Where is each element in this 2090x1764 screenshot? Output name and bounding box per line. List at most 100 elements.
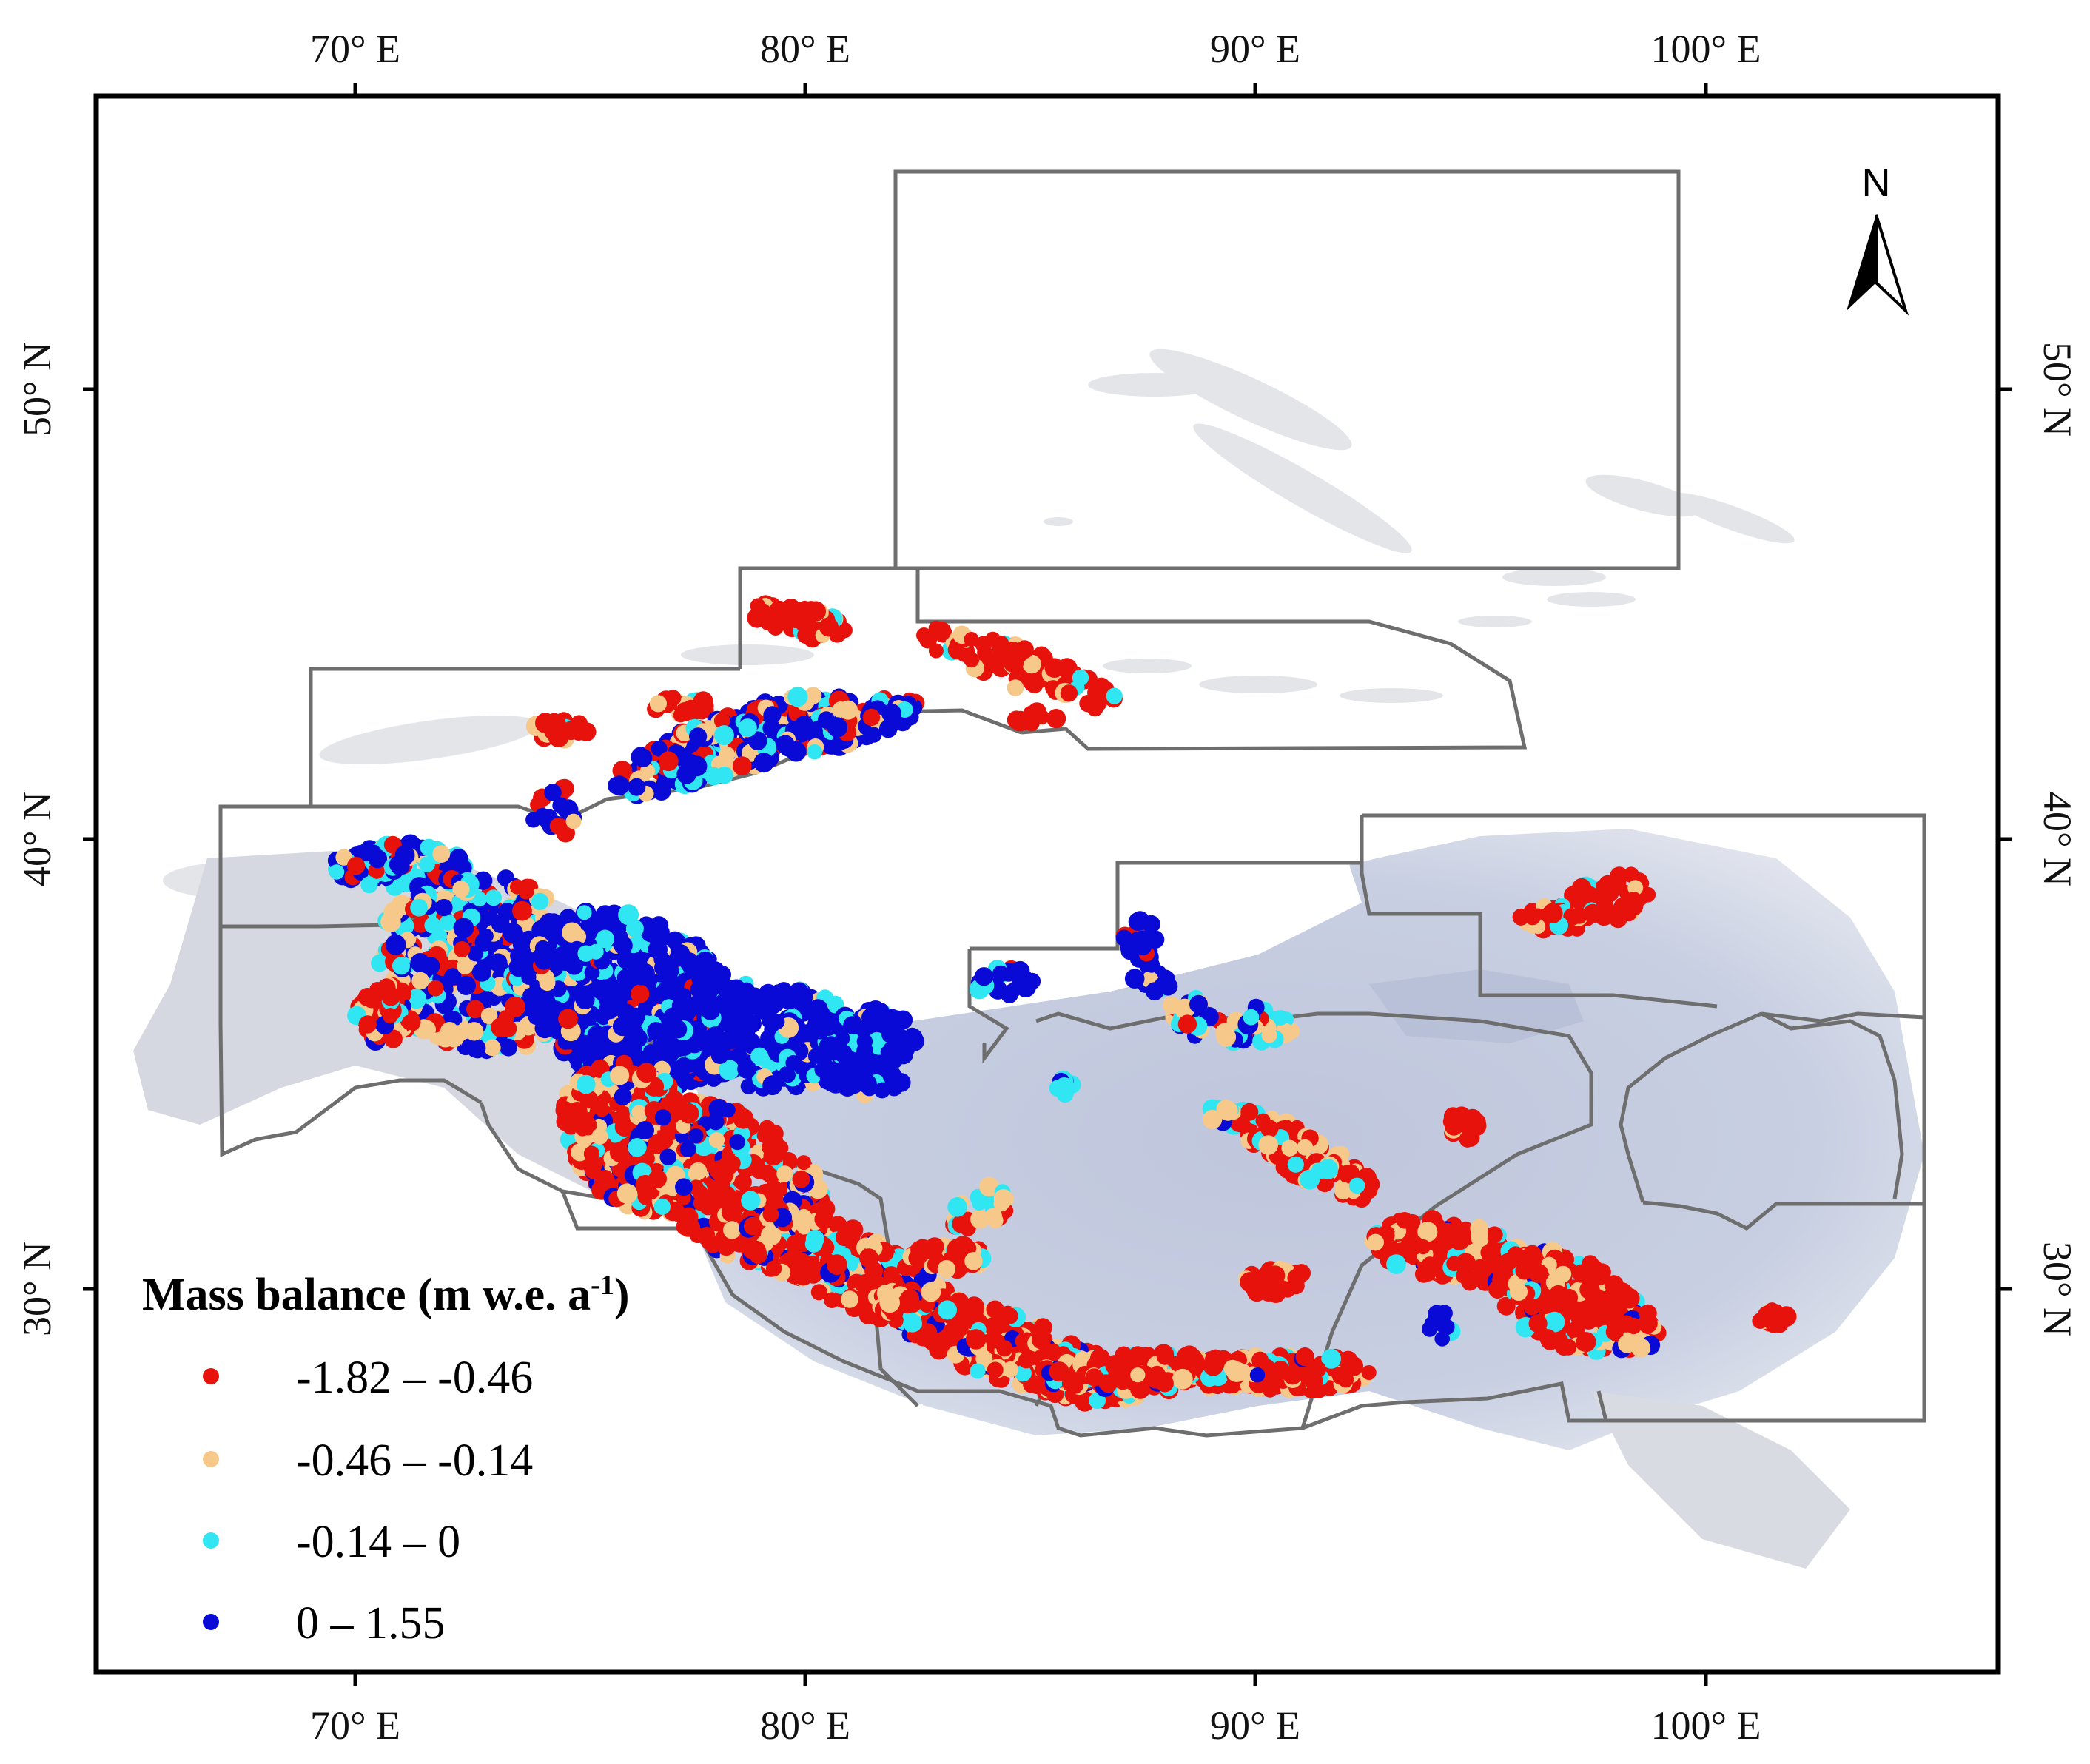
glacier-point xyxy=(1189,994,1208,1014)
glacier-point xyxy=(984,1208,1003,1225)
glacier-point xyxy=(1066,1376,1083,1394)
legend-swatch-3 xyxy=(203,1532,219,1549)
glacier-point xyxy=(595,905,616,926)
glacier-point xyxy=(696,955,717,976)
glacier-point xyxy=(421,957,440,975)
glacier-point xyxy=(733,1108,754,1129)
glacier-point xyxy=(585,1162,601,1179)
glacier-point xyxy=(723,1221,742,1239)
glacier-point xyxy=(1216,1027,1237,1047)
glacier-point xyxy=(843,1016,861,1034)
glacier-point xyxy=(555,1101,574,1120)
legend-label-2: -0.46 – -0.14 xyxy=(296,1435,533,1486)
glacier-point xyxy=(544,784,562,801)
glacier-point xyxy=(993,1189,1013,1208)
glacier-point xyxy=(1072,669,1089,687)
glacier-point xyxy=(742,1240,762,1259)
glacier-point xyxy=(709,1160,730,1181)
glacier-point xyxy=(612,1017,633,1037)
glacier-point xyxy=(839,1073,856,1090)
glacier-point xyxy=(1765,1304,1786,1324)
glacier-point xyxy=(628,1138,647,1157)
glacier-point xyxy=(596,929,614,949)
glacier-point xyxy=(535,713,556,733)
glacier-point xyxy=(678,1102,699,1124)
glacier-point xyxy=(444,968,462,986)
glacier-point xyxy=(741,1191,761,1211)
glacier-point xyxy=(729,1134,745,1151)
glacier-point xyxy=(556,952,575,972)
glacier-point xyxy=(1496,1259,1513,1274)
glacier-point xyxy=(797,626,815,644)
glacier-point xyxy=(1617,1315,1636,1333)
glacier-point xyxy=(329,864,345,880)
glacier-point xyxy=(1638,1313,1658,1333)
glacier-point xyxy=(654,1130,674,1149)
glacier-point xyxy=(974,967,994,986)
glacier-point xyxy=(658,751,679,772)
north-arrow-left-half xyxy=(1847,215,1876,311)
glacier-point xyxy=(708,1191,724,1207)
glacier-point xyxy=(1522,1245,1542,1265)
glacier-point xyxy=(464,1022,484,1041)
glacier-point xyxy=(1422,1257,1443,1277)
glacier-point xyxy=(1156,1347,1174,1365)
glacier-point xyxy=(616,1003,636,1022)
glacier-point xyxy=(992,965,1009,983)
glacier-point xyxy=(668,1095,684,1111)
glacier-point xyxy=(558,1009,578,1029)
glacier-point xyxy=(531,892,549,911)
glacier-point xyxy=(977,644,993,661)
glacier-point xyxy=(880,1042,901,1063)
north-arrow-label: N xyxy=(1862,161,1891,205)
glacier-point xyxy=(1304,1372,1323,1390)
glacier-point xyxy=(879,1292,900,1313)
glacier-point xyxy=(594,1102,610,1117)
glacier-point xyxy=(539,974,556,992)
glacier-point xyxy=(1240,1102,1259,1121)
glacier-point xyxy=(737,1060,756,1079)
glacier-point xyxy=(579,1090,598,1109)
glacier-point xyxy=(631,1105,647,1120)
glacier-point xyxy=(360,876,378,894)
glacier-point xyxy=(1434,1313,1451,1329)
glacier-point xyxy=(690,981,708,999)
glacier-point xyxy=(1528,1314,1548,1333)
glacier-point xyxy=(488,953,508,972)
glacier-point xyxy=(810,1284,827,1301)
glacier-point xyxy=(839,1225,856,1242)
legend-swatch-1 xyxy=(203,1368,219,1384)
glacier-point xyxy=(921,1282,941,1302)
glacier-point xyxy=(748,731,767,750)
glacier-point xyxy=(1585,1272,1601,1288)
glacier-point xyxy=(1361,1365,1377,1380)
glacier-point xyxy=(1560,1289,1579,1307)
northern-mountain-relief xyxy=(163,349,1795,900)
glacier-point xyxy=(708,1099,729,1119)
glacier-point xyxy=(1128,912,1147,931)
glacier-point xyxy=(807,744,822,760)
glacier-point xyxy=(763,1145,784,1166)
glacier-point xyxy=(787,687,808,707)
glacier-point xyxy=(1609,910,1627,929)
glacier-point xyxy=(1245,1278,1265,1298)
glacier-point xyxy=(651,740,668,757)
glacier-point xyxy=(1156,1374,1174,1393)
glacier-point xyxy=(1179,1345,1200,1366)
glacier-point xyxy=(1603,883,1619,900)
glacier-point xyxy=(648,1169,667,1188)
glacier-point xyxy=(1509,1282,1528,1301)
glacier-point xyxy=(1470,1219,1488,1238)
glacier-point xyxy=(964,1252,983,1270)
glacier-point xyxy=(1287,1156,1304,1173)
glacier-point xyxy=(424,917,441,934)
glacier-point xyxy=(500,1038,517,1057)
glacier-point xyxy=(616,952,635,969)
glacier-point xyxy=(738,718,757,738)
glacier-point xyxy=(785,741,807,762)
glacier-point xyxy=(858,1056,874,1071)
glacier-point xyxy=(1154,977,1172,994)
glacier-point xyxy=(411,972,429,990)
glacier-point xyxy=(647,1022,665,1040)
glacier-point xyxy=(719,1060,739,1080)
